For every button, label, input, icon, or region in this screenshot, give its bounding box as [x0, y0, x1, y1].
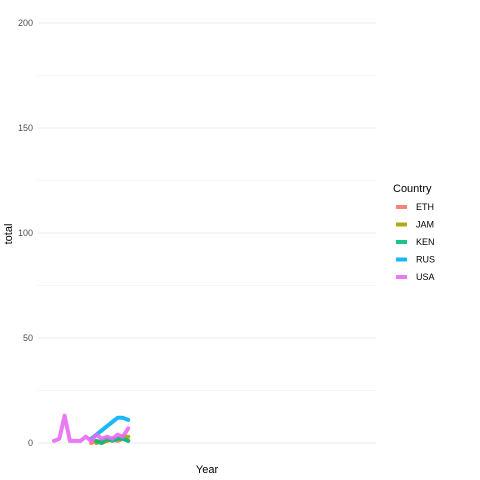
legend-label-usa: USA [416, 272, 435, 282]
gridlines [38, 22, 376, 444]
y-tick-label: 200 [18, 18, 33, 28]
series-lines [52, 413, 131, 445]
legend-label-ken: KEN [416, 237, 435, 247]
series-line-ken [94, 436, 131, 445]
x-axis-title: Year [196, 464, 219, 476]
y-tick-label: 50 [23, 333, 33, 343]
y-tick-label: 0 [28, 438, 33, 448]
y-tick-labels: 0 50 100 150 200 [18, 18, 33, 448]
legend-label-eth: ETH [416, 202, 434, 212]
y-tick-label: 100 [18, 228, 33, 238]
legend-title: Country [393, 183, 432, 195]
y-axis-title: total [3, 224, 15, 245]
legend-label-rus: RUS [416, 255, 435, 265]
legend: Country ETH JAM KEN RUS USA [393, 183, 435, 282]
y-tick-label: 150 [18, 123, 33, 133]
legend-label-jam: JAM [416, 220, 434, 230]
series-line-usa [52, 413, 131, 443]
legend-items: ETH JAM KEN RUS USA [396, 202, 435, 282]
